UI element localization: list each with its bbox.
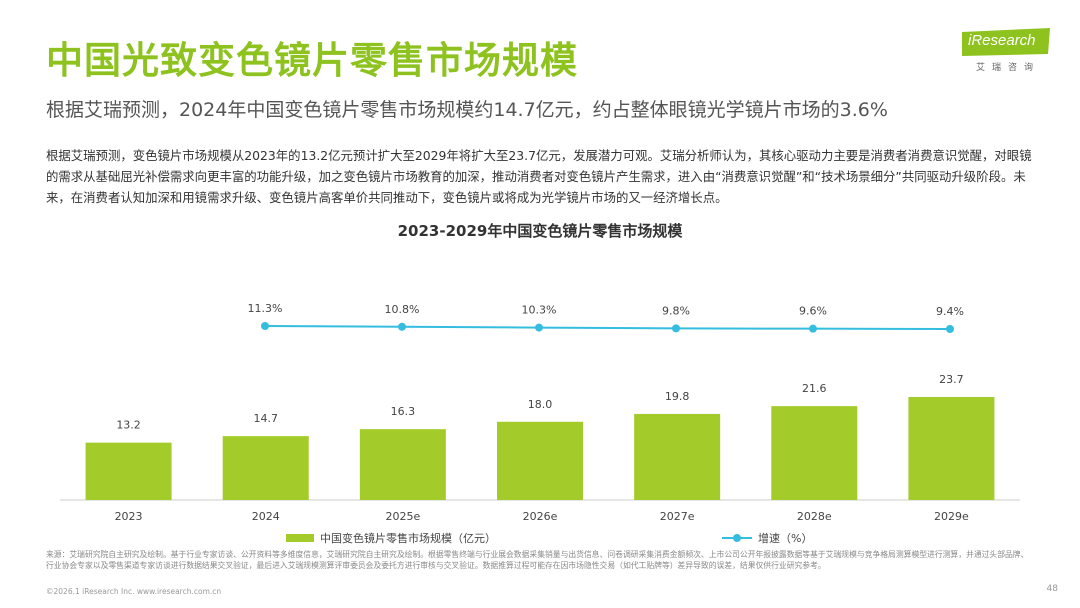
growth-label-2027e: 9.8% (662, 304, 690, 317)
growth-label-2026e: 10.3% (522, 304, 557, 317)
intro-paragraph: 根据艾瑞预测，变色镜片市场规模从2023年的13.2亿元预计扩大至2029年将扩… (46, 148, 1032, 205)
growth-point-2025e (398, 322, 406, 331)
bar-label-2024: 14.7 (253, 412, 278, 425)
growth-point-2027e (672, 324, 680, 333)
bar-label-2026e: 18.0 (528, 398, 553, 411)
growth-point-2029e (946, 325, 954, 333)
logo-badge-icon (962, 28, 1050, 56)
bar-label-2029e: 23.7 (939, 373, 964, 386)
growth-point-2026e (535, 323, 543, 332)
chart-title: 2023-2029年中国变色镜片零售市场规模 (397, 222, 683, 240)
bar-2025e (359, 429, 446, 500)
x-tick-2023: 2023 (115, 510, 143, 523)
bar-2029e (908, 397, 995, 500)
logo-text: iResearch (968, 32, 1036, 49)
copyright: ©2026.1 iResearch Inc. www.iresearch.com… (46, 587, 222, 596)
x-tick-2026e: 2026e (523, 510, 558, 523)
bar-2028e (771, 406, 858, 500)
bar-label-2027e: 19.8 (665, 390, 690, 403)
legend-line-swatch-icon (722, 533, 752, 543)
chart-legend: 中国变色镜片零售市场规模（亿元） 增速（%） (0, 530, 1080, 550)
x-tick-2029e: 2029e (934, 510, 969, 523)
bar-label-2025e: 16.3 (391, 405, 416, 418)
logo-subtext: 艾瑞咨询 (976, 63, 1041, 73)
iresearch-logo: iResearch 艾瑞咨询 (962, 28, 1054, 76)
growth-label-2029e: 9.4% (936, 305, 964, 318)
x-tick-2025e: 2025e (385, 510, 420, 523)
growth-line (264, 325, 951, 330)
bar-2026e (497, 421, 583, 500)
page-number: 48 (1046, 584, 1058, 594)
bar-2023 (85, 442, 172, 500)
legend-label-market-size: 中国变色镜片零售市场规模（亿元） (320, 532, 496, 545)
legend-item-market-size: 中国变色镜片零售市场规模（亿元） (286, 530, 496, 546)
growth-label-2028e: 9.6% (799, 305, 827, 318)
x-tick-2027e: 2027e (660, 510, 695, 523)
page-subtitle: 根据艾瑞预测，2024年中国变色镜片零售市场规模约14.7亿元，约占整体眼镜光学… (46, 99, 888, 121)
x-tick-2028e: 2028e (797, 510, 832, 523)
bar-label-2028e: 21.6 (802, 382, 827, 395)
page-title: 中国光致变色镜片零售市场规模 (46, 39, 578, 82)
growth-label-2024: 11.3% (248, 302, 283, 315)
bar-label-2023: 13.2 (116, 419, 141, 432)
source-note: 来源：艾瑞研究院自主研究及绘制。基于行业专家访谈、公开资料等多维度信息，艾瑞研究… (46, 550, 1029, 570)
legend-bar-swatch-icon (286, 534, 314, 542)
x-tick-2024: 2024 (252, 510, 280, 523)
legend-item-growth: 增速（%） (722, 530, 812, 546)
growth-label-2025e: 10.8% (385, 303, 420, 316)
bar-2027e (634, 413, 721, 500)
growth-point-2028e (809, 324, 817, 333)
legend-label-growth: 增速（%） (758, 532, 813, 545)
growth-point-2024 (261, 322, 269, 330)
bar-2024 (222, 436, 309, 500)
